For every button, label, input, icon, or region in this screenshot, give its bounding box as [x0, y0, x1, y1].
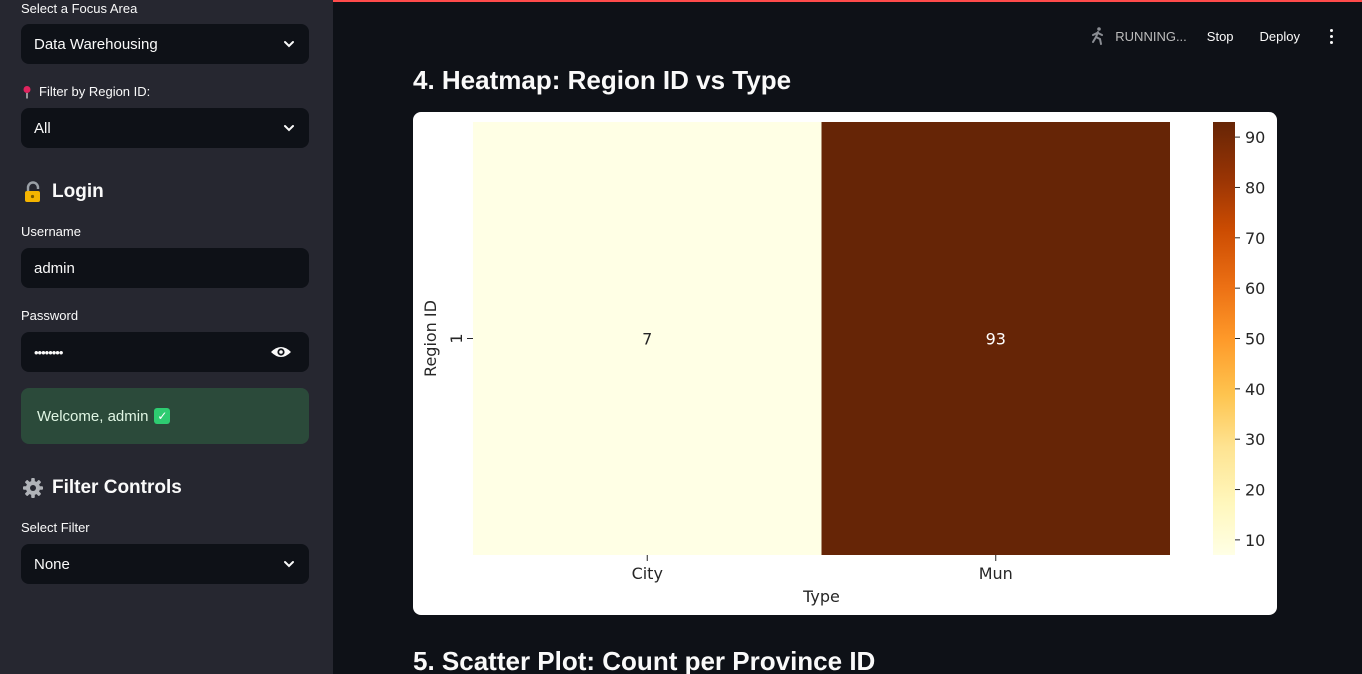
colorbar-tick-label: 50	[1245, 330, 1265, 349]
scatter-heading: 5. Scatter Plot: Count per Province ID	[413, 646, 876, 674]
login-heading: Login	[22, 181, 104, 203]
y-tick-label: 1	[447, 333, 466, 343]
lock-icon	[25, 181, 40, 202]
password-value: ••••••••	[34, 344, 63, 360]
select-filter-value: None	[34, 555, 70, 573]
focus-area-label: Select a Focus Area	[21, 1, 138, 16]
password-label: Password	[21, 308, 79, 323]
username-input[interactable]: admin	[21, 248, 309, 288]
y-axis-label: Region ID	[421, 300, 440, 377]
running-person-icon	[1092, 27, 1104, 45]
chevron-down-icon	[284, 561, 294, 568]
heatmap-cell-label: 7	[642, 330, 652, 349]
colorbar-tick-label: 60	[1245, 279, 1265, 298]
x-tick-label: City	[632, 564, 663, 583]
select-filter-label: Select Filter	[21, 520, 90, 535]
sidebar: Select a Focus Area Data Warehousing Fil…	[0, 0, 333, 674]
heatmap-cell	[473, 122, 822, 555]
gear-icon	[23, 478, 43, 498]
top-progress-line	[0, 0, 1362, 2]
filter-controls-heading: Filter Controls	[22, 477, 182, 499]
heatmap-svg: 7 93 City Mun Type 1 Region ID 10 20 30 40 50 60 70…	[421, 122, 1265, 606]
welcome-text: Welcome, admin	[37, 407, 149, 425]
heatmap-cell-label: 93	[986, 330, 1006, 349]
x-tick-label: Mun	[979, 564, 1013, 583]
running-status-text: RUNNING...	[1115, 28, 1187, 44]
filter-controls-heading-text: Filter Controls	[52, 477, 182, 498]
region-filter-label: Filter by Region ID:	[21, 84, 150, 99]
chevron-down-icon	[284, 41, 294, 48]
colorbar-tick-label: 20	[1245, 481, 1265, 500]
check-icon: ✓	[154, 408, 171, 424]
stop-button[interactable]: Stop	[1206, 28, 1234, 44]
colorbar	[1213, 122, 1235, 555]
heatmap-chart: 7 93 City Mun Type 1 Region ID 10 20 30 40 50 60 70…	[413, 112, 1277, 615]
colorbar-tick-label: 10	[1245, 531, 1265, 550]
region-filter-select[interactable]: All	[21, 108, 309, 148]
running-status: RUNNING...	[1087, 26, 1187, 46]
deploy-button[interactable]: Deploy	[1259, 28, 1300, 44]
focus-area-select[interactable]: Data Warehousing	[21, 24, 309, 64]
heatmap-cell	[821, 122, 1170, 555]
select-filter-select[interactable]: None	[21, 544, 309, 584]
colorbar-tick-label: 90	[1245, 128, 1265, 147]
pin-icon	[23, 85, 31, 98]
chevron-down-icon	[284, 125, 294, 132]
colorbar-tick-label: 30	[1245, 430, 1265, 449]
colorbar-tick-label: 80	[1245, 178, 1265, 197]
x-axis-label: Type	[802, 587, 840, 606]
region-filter-value: All	[34, 119, 51, 137]
colorbar-tick-label: 70	[1245, 229, 1265, 248]
main-menu-icon[interactable]	[1326, 28, 1336, 44]
focus-area-value: Data Warehousing	[34, 35, 158, 53]
username-value: admin	[34, 259, 75, 277]
app-toolbar: RUNNING... Stop Deploy	[1087, 24, 1336, 48]
login-heading-text: Login	[52, 181, 104, 202]
password-input[interactable]: ••••••••	[21, 332, 309, 372]
username-label: Username	[21, 224, 81, 239]
eye-icon[interactable]	[270, 344, 292, 360]
welcome-alert: Welcome, admin ✓	[21, 388, 309, 444]
heatmap-heading: 4. Heatmap: Region ID vs Type	[413, 65, 792, 95]
colorbar-tick-label: 40	[1245, 380, 1265, 399]
region-filter-label-text: Filter by Region ID:	[39, 84, 151, 99]
